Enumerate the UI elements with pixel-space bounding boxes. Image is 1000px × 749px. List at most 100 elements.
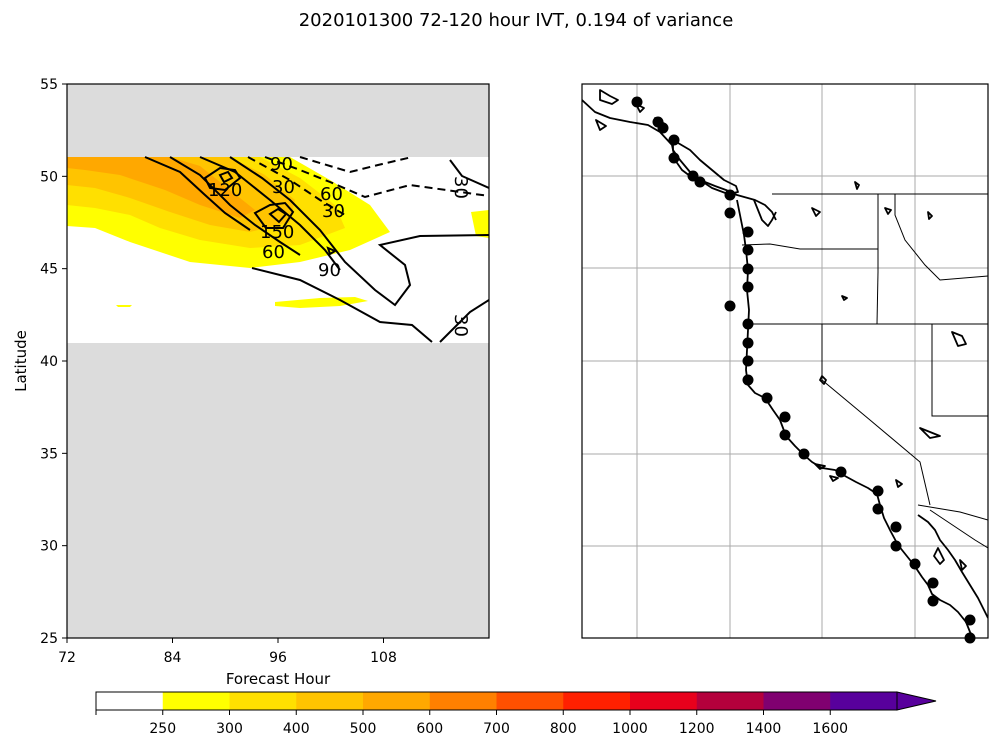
small-lake-h [959, 559, 967, 571]
colorbar-bin [763, 692, 831, 710]
map-point [742, 318, 754, 330]
colorbar-tick-label: 1600 [812, 721, 848, 737]
filled-contours [67, 157, 489, 308]
map-point [657, 122, 669, 134]
baja-gulf-coast [917, 514, 988, 619]
bc-coastline [582, 99, 777, 221]
colorbar-bin [429, 692, 497, 710]
small-lake [854, 181, 860, 190]
map-point [742, 263, 754, 275]
colorbar-bin [830, 692, 898, 710]
map-points [631, 96, 976, 644]
ivt-contour-30-b [251, 267, 433, 343]
map-gridlines [582, 84, 988, 638]
map-point [890, 521, 902, 533]
ivt-contour-right-b [449, 159, 489, 189]
puget-sound [753, 199, 777, 227]
ivt-contour-neg-60 [299, 156, 413, 174]
colorbar-bins [96, 692, 898, 710]
map-point [742, 281, 754, 293]
colorbar-ticks: 250 300 400 500 600 700 800 1000 1200 1400 1600 [95, 710, 848, 737]
colorbar-bin [630, 692, 698, 710]
colorbar-tick-label: 800 [550, 721, 577, 737]
contour-label: 60 [262, 242, 285, 263]
colorbar-bin [563, 692, 631, 710]
x-tick-label: 108 [370, 650, 397, 666]
map-point [909, 558, 921, 570]
map-point [742, 244, 754, 256]
small-lake-e [841, 295, 848, 301]
ivt-contour-180-loop [268, 207, 288, 224]
us-mexico-border [917, 504, 988, 521]
map-point [668, 134, 680, 146]
map-point [742, 374, 754, 386]
axis-ticks: 72 84 96 108 25 30 35 40 45 50 55 [40, 77, 397, 666]
colorbar-bin [229, 692, 297, 710]
map-point [798, 448, 810, 460]
idaho-panhandle-border [894, 194, 988, 281]
ivt-contour-small-loop [218, 170, 234, 184]
y-tick-label: 25 [40, 631, 58, 647]
ivt-contour-neg-90 [264, 156, 489, 199]
contour-label: 30 [450, 176, 471, 199]
map-point [694, 176, 706, 188]
y-axis-label: Latitude [12, 330, 30, 392]
ivt-contour-negative [247, 156, 489, 216]
colorbar-tick-label: 700 [483, 721, 510, 737]
y-tick-label: 30 [40, 539, 58, 555]
ivt-contour-90 [169, 156, 301, 256]
contour-labels: 90 60 30 120 150 60 90 30 30 30 [208, 154, 471, 337]
x-axis-label: Forecast Hour [226, 670, 331, 688]
contour-label: 90 [270, 154, 293, 175]
colorbar-tick-label: 250 [149, 721, 176, 737]
salton-sea [895, 479, 903, 488]
y-tick-label: 50 [40, 169, 58, 185]
x-tick-label: 96 [269, 650, 287, 666]
contour-label: 120 [208, 180, 242, 201]
ivt-contour-150-loop [253, 201, 295, 229]
contour-label: 30 [450, 314, 471, 337]
oregon-idaho-border [876, 271, 879, 325]
colorbar-tick-label: 300 [216, 721, 243, 737]
small-lake-f [919, 427, 941, 439]
map-point [927, 577, 939, 589]
figure-title: 2020101300 72-120 hour IVT, 0.194 of var… [299, 10, 734, 31]
x-tick-label: 72 [58, 650, 76, 666]
map-panel [581, 83, 989, 644]
ivt-contour-lines [144, 156, 489, 343]
contour-label: 30 [272, 177, 295, 198]
ivt-contour-120-loop [203, 166, 242, 192]
colorbar-bin [696, 692, 764, 710]
ivt-contour-neg-30 [247, 156, 346, 216]
map-point [835, 466, 847, 478]
map-point [742, 355, 754, 367]
map-point [742, 337, 754, 349]
hovmoller-panel: 90 60 30 120 150 60 90 30 30 30 72 84 96 10… [12, 77, 490, 688]
ivt-contour-120 [144, 156, 251, 231]
colorbar-tick-label: 1400 [746, 721, 782, 737]
washington-oregon-border [741, 243, 878, 250]
contour-label: 90 [318, 260, 341, 281]
nevada-utah-border [931, 324, 988, 417]
colorbar-bin [363, 692, 431, 710]
map-point [872, 503, 884, 515]
contour-label: 30 [322, 201, 345, 222]
small-lake-d [927, 211, 933, 220]
colorbar-tick-label: 500 [350, 721, 377, 737]
ivt-fill-250-d [116, 305, 132, 307]
ivt-contour-30 [229, 156, 489, 307]
map-point [724, 207, 736, 219]
colorbar-tick-label: 1000 [612, 721, 648, 737]
y-tick-label: 40 [40, 354, 58, 370]
colorbar-bin [296, 692, 364, 710]
map-point [890, 540, 902, 552]
map-point [668, 152, 680, 164]
map-point [964, 614, 976, 626]
colorbar-bin [96, 692, 164, 710]
map-point [779, 429, 791, 441]
y-tick-label: 35 [40, 446, 58, 462]
colorbar-bin [496, 692, 564, 710]
colorbar-extend-arrow [896, 691, 937, 711]
small-lake-b [811, 207, 821, 217]
